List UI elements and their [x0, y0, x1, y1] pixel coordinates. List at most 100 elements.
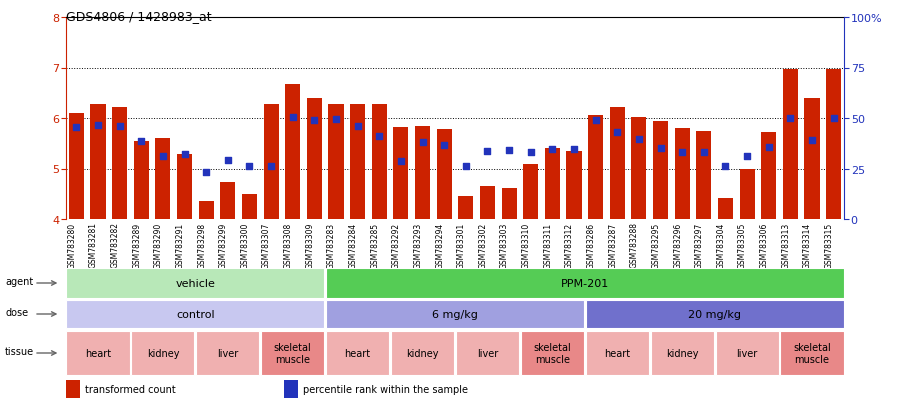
- Bar: [501, 188, 517, 219]
- Text: kidney: kidney: [147, 348, 179, 358]
- Bar: [66, 380, 79, 398]
- Bar: [307, 99, 322, 219]
- Bar: [326, 331, 389, 375]
- Bar: [545, 149, 560, 219]
- Bar: [264, 105, 278, 219]
- Bar: [696, 131, 712, 219]
- Bar: [112, 108, 127, 219]
- Bar: [653, 121, 668, 219]
- Text: GSM783302: GSM783302: [479, 222, 488, 268]
- Text: GSM783294: GSM783294: [435, 222, 444, 268]
- Text: GSM783310: GSM783310: [521, 222, 531, 268]
- Point: [112, 123, 126, 130]
- Bar: [197, 331, 259, 375]
- Bar: [66, 331, 129, 375]
- Bar: [350, 105, 365, 219]
- Bar: [651, 331, 713, 375]
- Point: [156, 153, 170, 160]
- Bar: [761, 133, 776, 219]
- Bar: [826, 70, 841, 219]
- Bar: [459, 197, 473, 219]
- Text: kidney: kidney: [666, 348, 699, 358]
- Point: [415, 139, 430, 146]
- Text: GSM783296: GSM783296: [673, 222, 682, 268]
- Bar: [586, 331, 649, 375]
- Bar: [393, 128, 409, 219]
- Text: GSM783285: GSM783285: [370, 222, 379, 268]
- Text: heart: heart: [85, 348, 111, 358]
- Bar: [66, 268, 324, 298]
- Point: [610, 130, 624, 136]
- Text: GSM783281: GSM783281: [89, 222, 98, 268]
- Point: [675, 149, 690, 156]
- Text: GSM783283: GSM783283: [327, 222, 336, 268]
- Text: GSM783287: GSM783287: [608, 222, 617, 268]
- Point: [545, 147, 560, 153]
- Text: GSM783293: GSM783293: [413, 222, 422, 268]
- Bar: [480, 187, 495, 219]
- Bar: [804, 99, 820, 219]
- Text: GSM783295: GSM783295: [652, 222, 661, 268]
- Point: [459, 164, 473, 171]
- Bar: [521, 331, 584, 375]
- Text: GSM783312: GSM783312: [565, 222, 574, 268]
- Text: GSM783298: GSM783298: [197, 222, 207, 268]
- Bar: [740, 169, 754, 219]
- Point: [762, 145, 776, 151]
- Point: [501, 148, 516, 154]
- Text: GSM783306: GSM783306: [760, 222, 769, 268]
- Bar: [588, 116, 603, 219]
- Bar: [242, 194, 257, 219]
- Point: [329, 116, 343, 123]
- Bar: [285, 84, 300, 219]
- Point: [134, 138, 148, 145]
- Text: 20 mg/kg: 20 mg/kg: [688, 309, 741, 319]
- Point: [718, 163, 733, 170]
- Text: heart: heart: [604, 348, 631, 358]
- Bar: [391, 331, 454, 375]
- Bar: [329, 105, 344, 219]
- Bar: [523, 165, 539, 219]
- Text: GSM783305: GSM783305: [738, 222, 747, 268]
- Text: GSM783304: GSM783304: [716, 222, 725, 268]
- Text: GSM783315: GSM783315: [824, 222, 834, 268]
- Text: GSM783282: GSM783282: [111, 222, 119, 268]
- Bar: [198, 202, 214, 219]
- Point: [91, 122, 106, 128]
- Text: GSM783300: GSM783300: [240, 222, 249, 268]
- Text: liver: liver: [736, 348, 758, 358]
- Text: GSM783290: GSM783290: [154, 222, 163, 268]
- Point: [350, 123, 365, 130]
- Text: GSM783308: GSM783308: [284, 222, 293, 268]
- Bar: [131, 331, 195, 375]
- Point: [242, 164, 257, 171]
- Bar: [715, 331, 779, 375]
- Bar: [66, 301, 324, 328]
- Text: 6 mg/kg: 6 mg/kg: [432, 309, 478, 319]
- Point: [69, 124, 84, 131]
- Point: [372, 133, 387, 140]
- Text: transformed count: transformed count: [85, 384, 176, 394]
- Text: skeletal
muscle: skeletal muscle: [274, 342, 311, 364]
- Bar: [261, 331, 324, 375]
- Point: [567, 147, 581, 153]
- Text: liver: liver: [477, 348, 498, 358]
- Text: GSM783288: GSM783288: [630, 222, 639, 268]
- Point: [394, 158, 409, 165]
- Text: vehicle: vehicle: [176, 278, 216, 288]
- Text: liver: liver: [217, 348, 238, 358]
- Text: GSM783303: GSM783303: [501, 222, 509, 268]
- Bar: [220, 183, 236, 219]
- Bar: [437, 130, 451, 219]
- Point: [696, 149, 711, 156]
- Text: GSM783286: GSM783286: [587, 222, 596, 268]
- Text: GSM783309: GSM783309: [306, 222, 314, 268]
- Point: [286, 115, 300, 121]
- Bar: [284, 380, 298, 398]
- Text: heart: heart: [345, 348, 370, 358]
- Text: GSM783291: GSM783291: [176, 222, 185, 268]
- Text: PPM-201: PPM-201: [561, 278, 609, 288]
- Bar: [415, 126, 430, 219]
- Text: kidney: kidney: [406, 348, 439, 358]
- Point: [740, 154, 754, 160]
